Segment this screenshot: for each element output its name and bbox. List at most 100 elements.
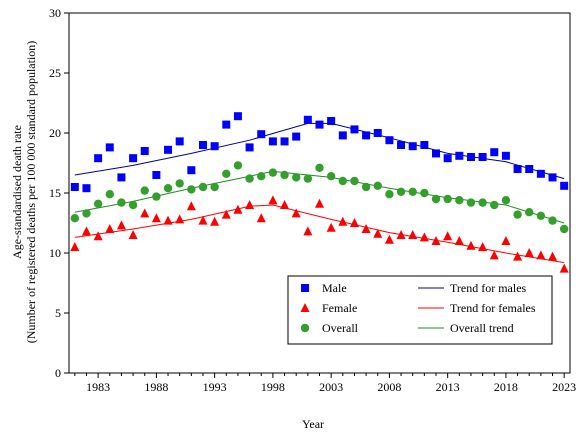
female-point (315, 198, 324, 208)
male-point (222, 120, 231, 129)
male-point (350, 125, 359, 134)
overall-point (93, 199, 103, 208)
overall-point (163, 184, 173, 193)
female-point (186, 201, 196, 211)
male-point (164, 145, 173, 154)
female-point (233, 204, 243, 214)
female-point (466, 240, 476, 250)
legend-marker (301, 284, 309, 292)
female-point (396, 230, 406, 239)
male-point (82, 184, 91, 193)
female-point (151, 213, 161, 223)
legend: Male Female Overall Trend for males Trend fo… (287, 275, 553, 345)
overall-point (559, 224, 569, 234)
male-point (501, 151, 510, 160)
legend-marker (300, 323, 310, 333)
male-point (338, 131, 347, 140)
overall-point (385, 190, 394, 199)
male-point (373, 129, 382, 137)
trend-line (74, 204, 565, 264)
male-point (432, 149, 441, 158)
overall-point (408, 187, 417, 196)
overall-point (268, 168, 278, 177)
male-point (280, 137, 289, 146)
overall-point (373, 181, 382, 190)
x-tick-label: 2023 (552, 380, 576, 394)
overall-point (210, 182, 219, 192)
overall-point (443, 194, 452, 204)
data-markers (70, 112, 569, 273)
female-point (198, 215, 208, 225)
y-tick-label: 10 (49, 246, 61, 260)
overall-point (536, 211, 546, 220)
female-point (536, 250, 546, 260)
female-point (303, 226, 313, 236)
overall-point (82, 209, 91, 218)
male-point (245, 143, 254, 152)
female-point (361, 224, 371, 233)
female-point (116, 220, 126, 230)
male-point (175, 137, 184, 146)
male-point (362, 131, 371, 140)
legend-marker (300, 303, 310, 312)
legend-box (287, 275, 553, 345)
male-point (152, 171, 161, 179)
overall-point (222, 169, 231, 178)
overall-point (396, 187, 406, 196)
male-point (198, 141, 207, 149)
overall-point (117, 198, 126, 207)
female-point (443, 231, 453, 241)
y-axis-title-line1: Age-standardised death rate (10, 125, 24, 259)
female-point (245, 200, 255, 209)
female-point (408, 230, 418, 239)
overall-point (245, 174, 254, 183)
female-point (501, 236, 511, 245)
male-point (408, 142, 417, 151)
trend-lines (74, 122, 565, 264)
male-point (94, 154, 103, 163)
y-axis-title-line2: (Number of registered deaths per 100 000… (24, 41, 38, 344)
y-tick-label: 5 (55, 306, 61, 320)
overall-point (291, 173, 301, 182)
female-point (268, 195, 278, 205)
x-tick-label: 2003 (319, 380, 343, 394)
overall-point (525, 208, 534, 217)
male-point (466, 153, 475, 161)
legend-label: Overall trend (450, 321, 514, 335)
male-point (105, 143, 114, 152)
overall-point (140, 186, 149, 195)
female-point (326, 222, 336, 232)
overall-point (350, 176, 359, 186)
overall-point (303, 174, 313, 183)
male-point (257, 130, 266, 139)
overall-point (187, 185, 196, 194)
overall-point (128, 200, 138, 210)
legend-label: Male (322, 281, 347, 295)
overall-point (105, 190, 114, 199)
overall-point (257, 172, 266, 181)
male-point (420, 141, 429, 149)
male-point (292, 132, 301, 141)
overall-point (315, 163, 324, 172)
male-point (443, 154, 452, 163)
male-point (478, 153, 487, 161)
overall-point (490, 200, 499, 210)
male-point (233, 112, 242, 121)
female-point (291, 208, 301, 218)
male-point (385, 136, 394, 145)
x-tick-label: 2013 (436, 380, 460, 394)
legend-label: Female (322, 301, 357, 315)
overall-point (198, 182, 208, 192)
female-point (105, 224, 115, 233)
female-point (210, 216, 220, 226)
male-point (525, 165, 534, 173)
overall-point (152, 192, 161, 201)
male-point (490, 148, 499, 157)
male-point (560, 181, 569, 190)
x-tick-label: 2018 (494, 380, 518, 394)
female-point (419, 232, 429, 242)
x-tick-label: 2008 (377, 380, 401, 394)
male-point (513, 165, 522, 173)
male-point (140, 147, 149, 155)
